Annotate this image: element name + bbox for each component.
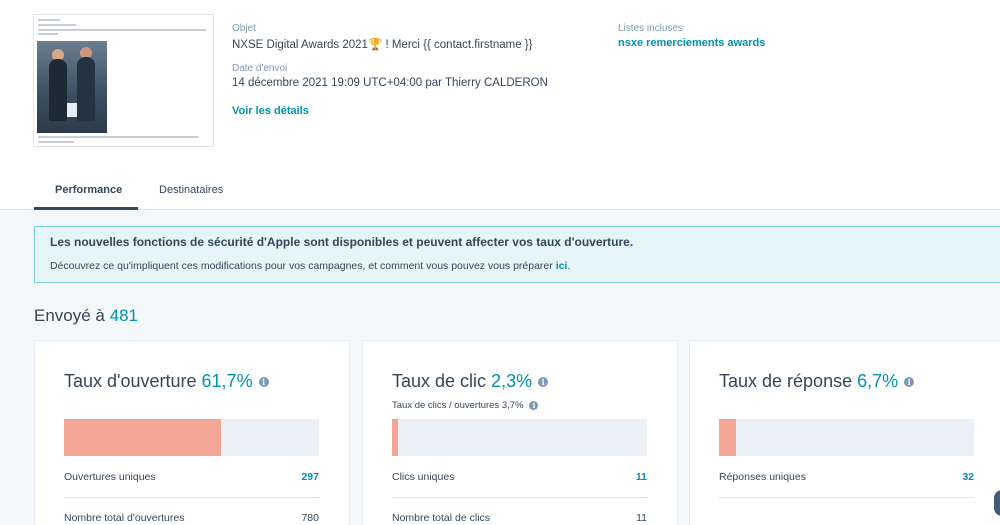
click-rate-bar-fill [392, 419, 398, 456]
email-preview-thumbnail[interactable] [33, 14, 214, 147]
help-chat-launcher[interactable] [994, 490, 1000, 516]
click-to-open-text: Taux de clics / ouvertures 3,7% [392, 400, 524, 411]
active-tab-indicator [34, 207, 138, 210]
info-circle-icon[interactable]: i [258, 377, 269, 388]
sent-count: 481 [109, 306, 138, 325]
apple-privacy-alert: Les nouvelles fonctions de sécurité d'Ap… [34, 226, 1000, 283]
preview-text-line [38, 24, 76, 26]
unique-replies-value[interactable]: 32 [962, 471, 974, 483]
included-list-link[interactable]: nsxe remerciements awards [618, 37, 766, 49]
email-subject: NXSE Digital Awards 2021🏆 ! Merci {{ con… [232, 39, 533, 51]
total-opens-row: Nombre total d'ouvertures 780 [64, 512, 319, 524]
tab-performance[interactable]: Performance [55, 184, 123, 196]
reply-rate-value: 6,7% [857, 371, 899, 391]
card-title: Taux d'ouverture 61,7% i [64, 371, 269, 392]
email-header: Objet NXSE Digital Awards 2021🏆 ! Merci … [0, 0, 1000, 210]
open-rate-value: 61,7% [201, 371, 253, 391]
unique-replies-row: Réponses uniques 32 [719, 471, 974, 483]
subject-label: Objet [232, 23, 256, 34]
click-rate-bar [392, 419, 647, 456]
preview-text-line [38, 136, 198, 138]
alert-period: . [567, 260, 571, 272]
total-clicks-row: Nombre total de clics 11 [392, 512, 647, 524]
send-date-label: Date d'envoi [232, 63, 288, 74]
alert-link[interactable]: ici [555, 260, 568, 272]
reply-rate-bar-fill [719, 419, 737, 456]
card-title: Taux de clic 2,3% i [392, 371, 549, 392]
info-circle-icon[interactable]: i [904, 377, 915, 388]
unique-opens-row: Ouvertures uniques 297 [64, 471, 319, 483]
info-circle-icon[interactable]: i [538, 377, 549, 388]
row-label: Réponses uniques [719, 471, 806, 483]
tab-destinataires[interactable]: Destinataires [159, 184, 224, 196]
open-rate-bar [64, 419, 319, 456]
sent-label: Envoyé à [34, 306, 105, 325]
performance-panel: Les nouvelles fonctions de sécurité d'Ap… [0, 210, 1000, 525]
total-clicks-value: 11 [636, 512, 647, 524]
card-title: Taux de réponse 6,7% i [719, 371, 915, 392]
reply-rate-title: Taux de réponse [719, 371, 853, 391]
unique-clicks-value[interactable]: 11 [635, 471, 647, 483]
alert-title: Les nouvelles fonctions de sécurité d'Ap… [50, 235, 634, 249]
open-rate-bar-fill [64, 419, 222, 456]
row-label: Clics uniques [392, 471, 455, 483]
alert-body: Découvrez ce qu'impliquent ces modificat… [50, 260, 553, 272]
unique-clicks-row: Clics uniques 11 [392, 471, 647, 483]
included-lists-label: Listes incluses [618, 23, 684, 34]
preview-text-line [38, 141, 74, 143]
total-opens-value: 780 [301, 512, 319, 524]
info-circle-icon[interactable]: i [529, 400, 539, 410]
click-rate-value: 2,3% [491, 371, 533, 391]
click-rate-card: Taux de clic 2,3% i Taux de clics / ouver… [362, 340, 678, 525]
row-label: Ouvertures uniques [64, 471, 156, 483]
row-divider [64, 497, 319, 498]
alert-text: Découvrez ce qu'impliquent ces modificat… [50, 260, 570, 272]
sent-count-heading: Envoyé à 481 [34, 306, 138, 326]
tab-bar: Performance Destinataires [0, 170, 1000, 210]
preview-text-line [38, 19, 60, 21]
preview-text-line [38, 29, 206, 31]
reply-rate-bar [719, 419, 974, 456]
open-rate-card: Taux d'ouverture 61,7% i Ouvertures uniqu… [34, 340, 350, 525]
row-divider [392, 497, 647, 498]
row-divider [719, 497, 974, 498]
click-to-open-rate: Taux de clics / ouvertures 3,7% i [392, 400, 539, 411]
send-date-value: 14 décembre 2021 19:09 UTC+04:00 par Thi… [232, 77, 548, 89]
preview-photo [37, 41, 107, 133]
open-rate-title: Taux d'ouverture [64, 371, 197, 391]
reply-rate-card: Taux de réponse 6,7% i Réponses uniques 3… [689, 340, 1000, 525]
click-rate-title: Taux de clic [392, 371, 487, 391]
row-label: Nombre total d'ouvertures [64, 512, 185, 524]
preview-text-line [38, 33, 58, 35]
row-label: Nombre total de clics [392, 512, 491, 524]
view-details-link[interactable]: Voir les détails [232, 105, 309, 117]
unique-opens-value[interactable]: 297 [301, 471, 319, 483]
